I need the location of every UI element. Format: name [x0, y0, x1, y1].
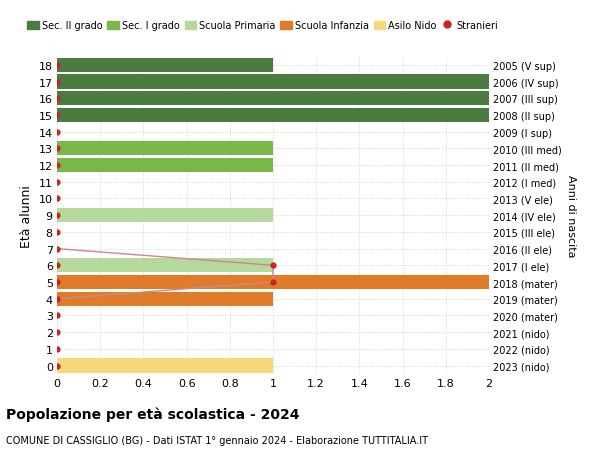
Bar — [57, 209, 273, 223]
Bar — [57, 292, 273, 306]
Y-axis label: Anni di nascita: Anni di nascita — [566, 174, 576, 257]
Bar — [57, 142, 273, 156]
Bar — [57, 92, 489, 106]
Y-axis label: Età alunni: Età alunni — [20, 185, 33, 247]
Bar — [57, 59, 273, 73]
Bar — [57, 109, 489, 123]
Legend: Sec. II grado, Sec. I grado, Scuola Primaria, Scuola Infanzia, Asilo Nido, Stran: Sec. II grado, Sec. I grado, Scuola Prim… — [28, 21, 498, 31]
Bar — [57, 159, 273, 173]
Bar — [57, 275, 489, 290]
Bar — [57, 259, 273, 273]
Text: COMUNE DI CASSIGLIO (BG) - Dati ISTAT 1° gennaio 2024 - Elaborazione TUTTITALIA.: COMUNE DI CASSIGLIO (BG) - Dati ISTAT 1°… — [6, 435, 428, 445]
Bar — [57, 358, 273, 373]
Text: Popolazione per età scolastica - 2024: Popolazione per età scolastica - 2024 — [6, 406, 299, 421]
Bar — [57, 75, 489, 90]
